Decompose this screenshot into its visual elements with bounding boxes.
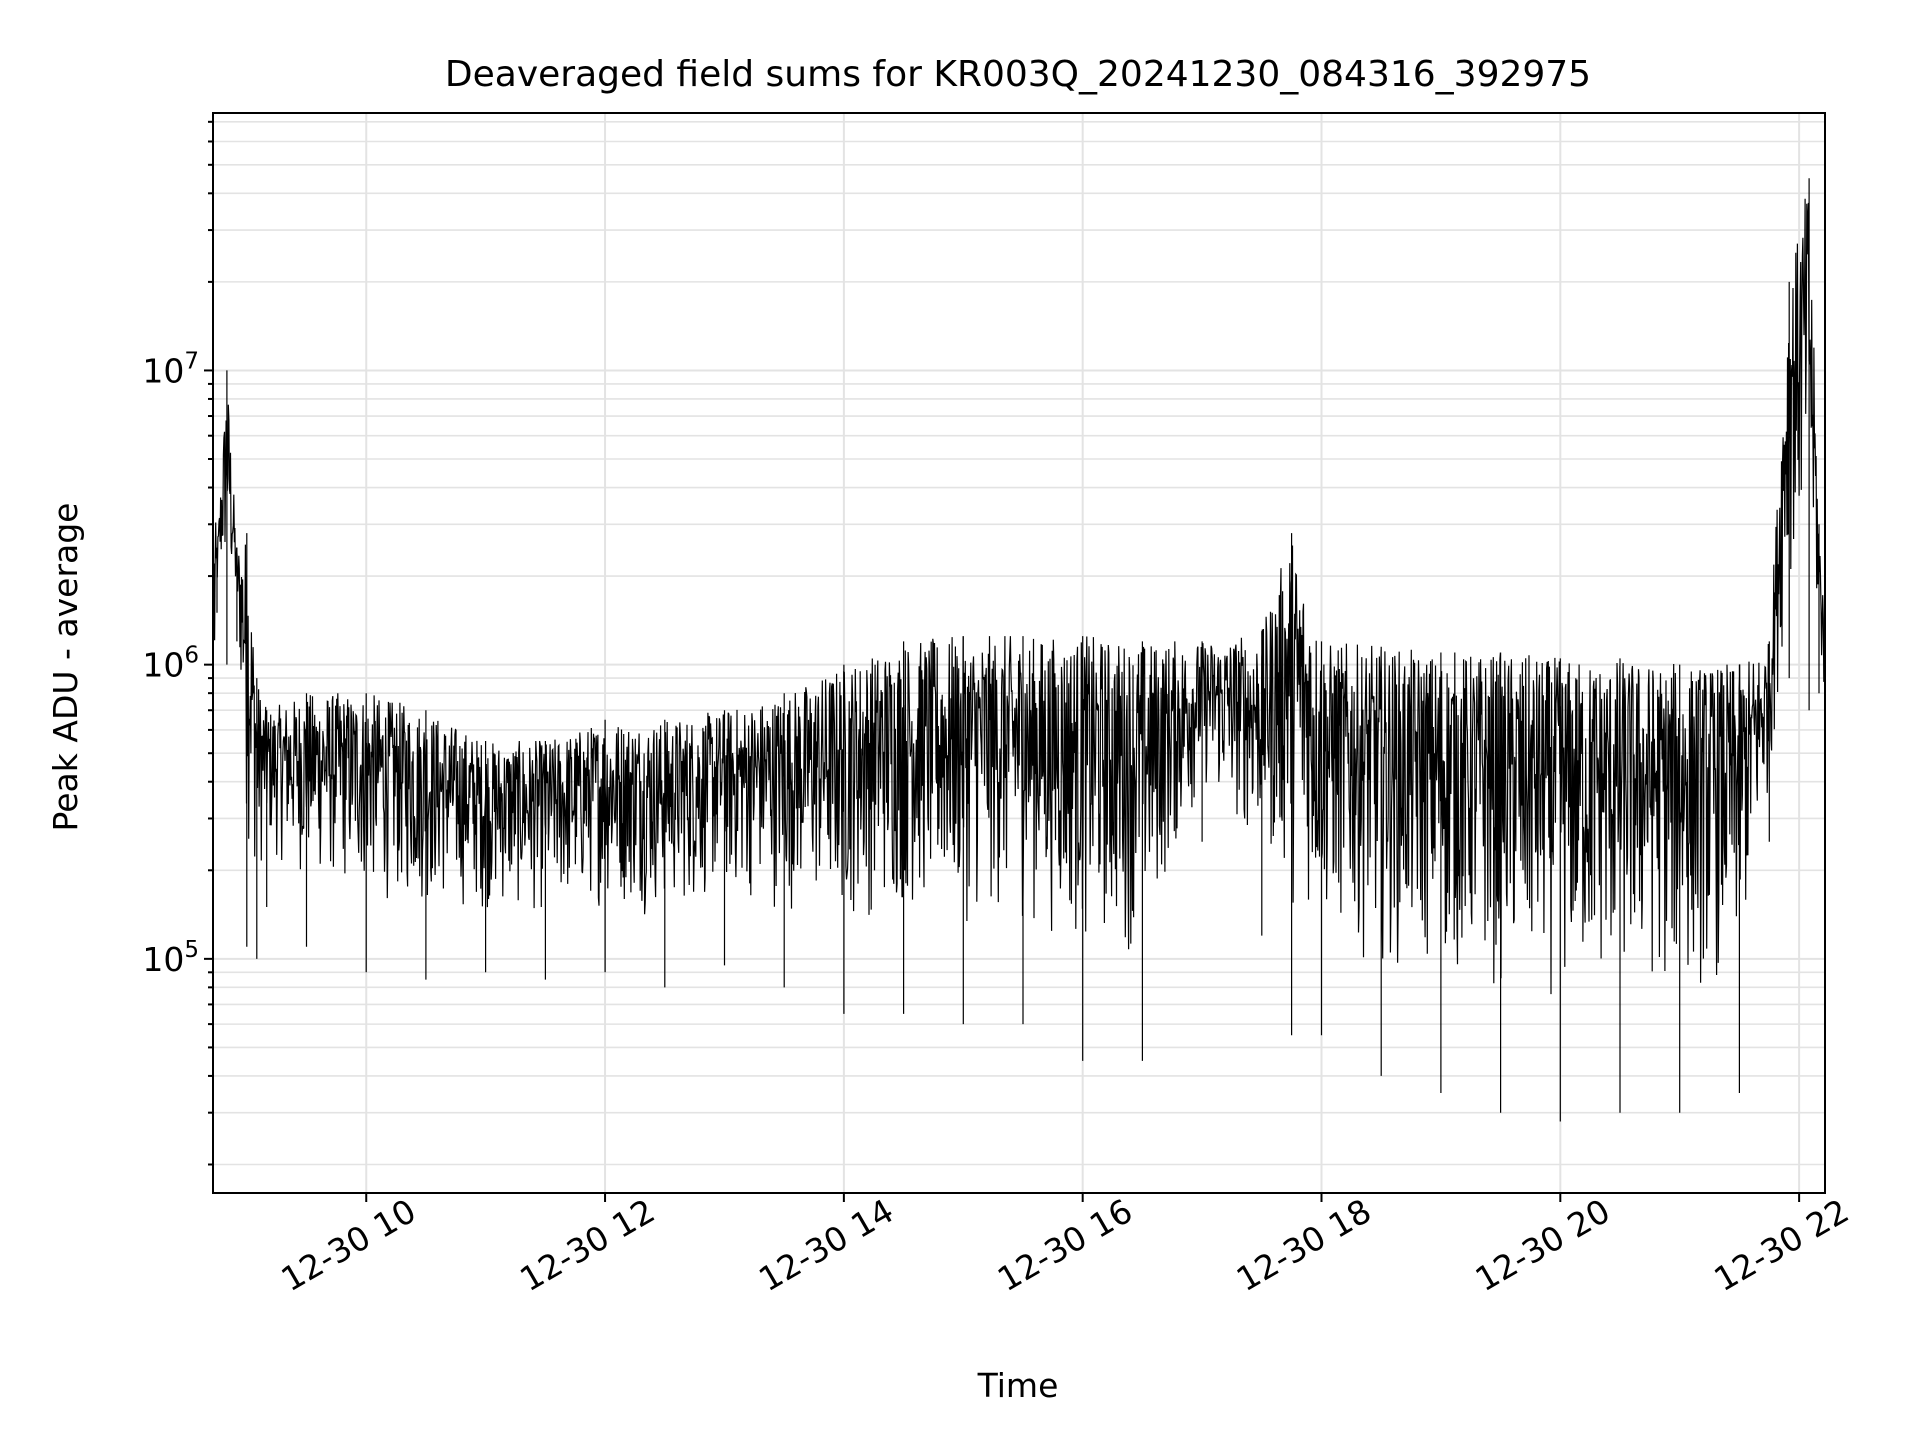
x-tick-label: 12-30 12 [513, 1191, 661, 1299]
x-tick-label: 12-30 14 [752, 1191, 900, 1299]
x-axis-label: Time [977, 1366, 1059, 1405]
y-tick-label: 105 [142, 937, 199, 979]
x-tick-label: 12-30 18 [1230, 1191, 1378, 1299]
x-tick-label: 12-30 10 [274, 1191, 422, 1299]
gridlines [213, 113, 1825, 1193]
x-tick-label: 12-30 20 [1469, 1191, 1617, 1299]
series-line [212, 178, 1826, 1122]
plot-frame [212, 112, 1826, 1194]
x-tick-label: 12-30 16 [991, 1191, 1139, 1299]
y-tick-label-base: 10 [142, 351, 184, 390]
chart-title: Deaveraged field sums for KR003Q_2024123… [445, 54, 1591, 95]
y-tick-label-exponent: 6 [184, 643, 199, 669]
y-tick-label-base: 10 [142, 646, 184, 685]
y-tick-label: 106 [142, 643, 199, 685]
y-tick-label-base: 10 [142, 940, 184, 979]
data-layer [212, 178, 1826, 1122]
y-axis-label: Peak ADU - average [46, 503, 85, 832]
y-tick-label: 107 [142, 348, 199, 390]
y-tick-label-exponent: 5 [184, 937, 199, 963]
y-tick-label-exponent: 7 [184, 348, 199, 374]
x-tick-label: 12-30 22 [1707, 1191, 1855, 1299]
